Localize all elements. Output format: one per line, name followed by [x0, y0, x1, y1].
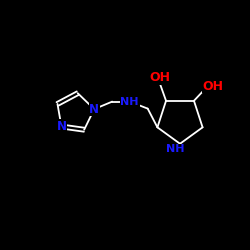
Text: NH: NH [166, 144, 185, 154]
Text: OH: OH [202, 80, 223, 93]
Text: NH: NH [120, 96, 139, 106]
Text: N: N [56, 120, 66, 133]
Text: N: N [89, 102, 99, 116]
Text: OH: OH [149, 71, 170, 84]
